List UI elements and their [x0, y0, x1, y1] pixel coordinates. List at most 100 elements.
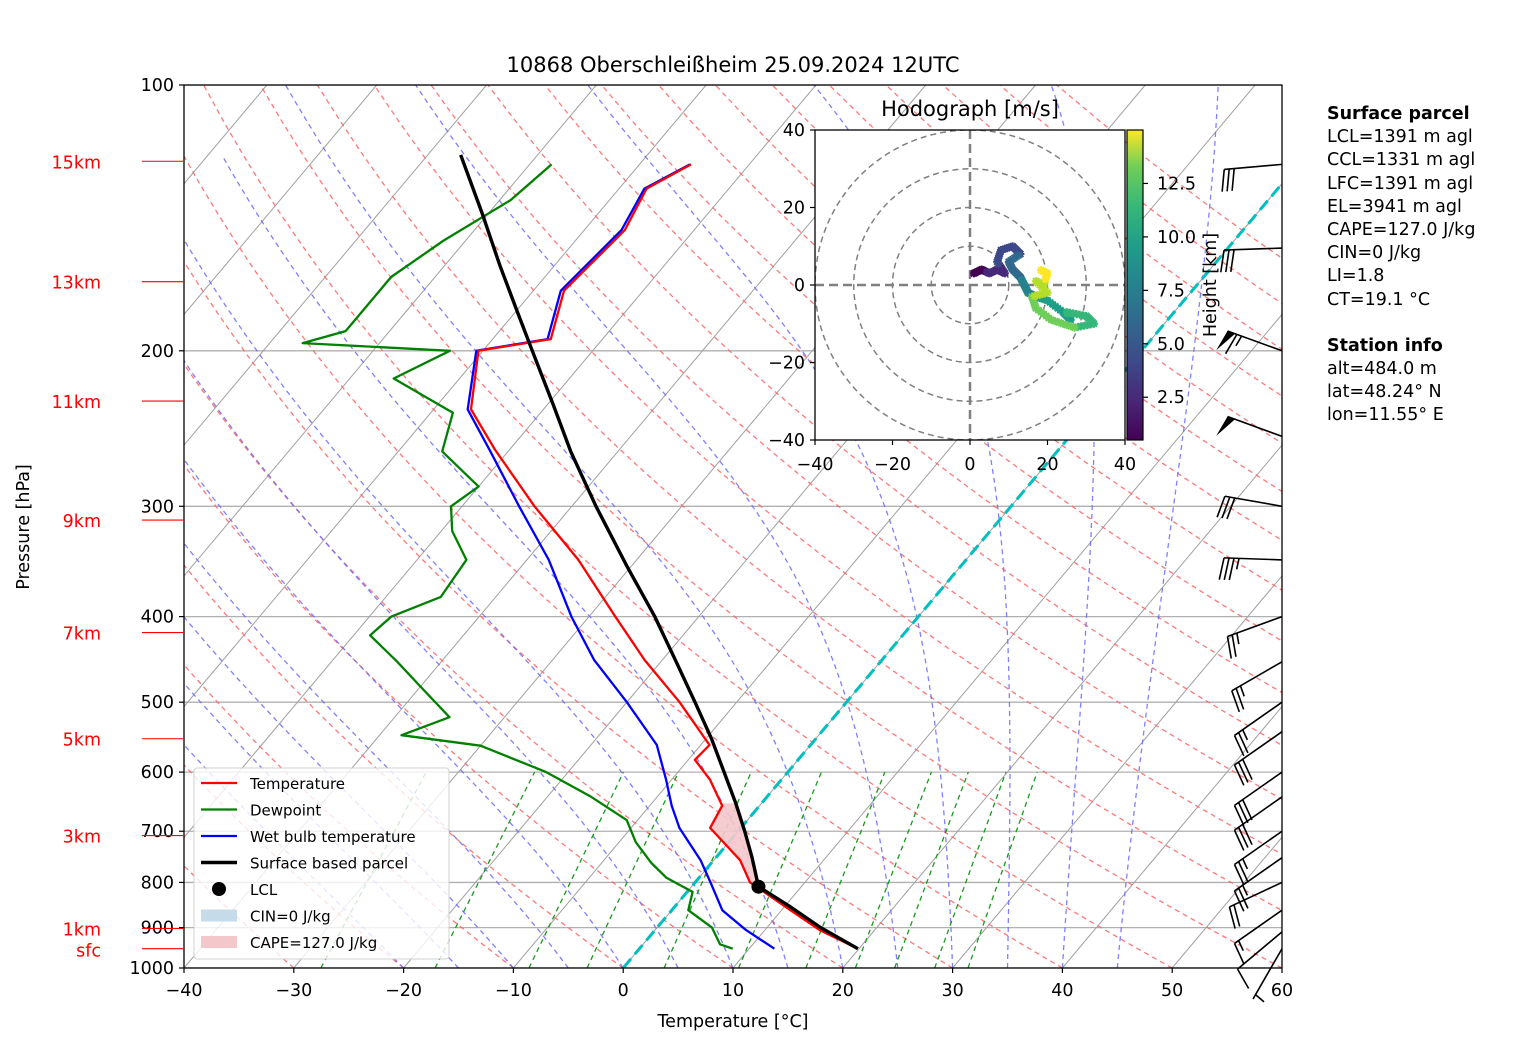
dry-adiabat [184, 464, 734, 968]
x-tick-label: 10 [722, 981, 744, 1001]
legend-label: CIN=0 J/kg [250, 908, 331, 926]
barb-half [1235, 335, 1243, 347]
x-axis-label: Temperature [°C] [656, 1012, 808, 1032]
lcl-marker [751, 879, 766, 894]
dry-adiabat [430, 85, 1282, 800]
hodograph-x-tick-label: 20 [1036, 455, 1058, 475]
cape-area [710, 803, 858, 949]
barb-half [1254, 994, 1265, 1003]
hodograph-y-tick-label: −40 [768, 431, 805, 451]
mixing-ratio-line [434, 771, 536, 968]
surface-parcel-title: Surface parcel [1327, 104, 1470, 124]
dry-adiabat [373, 85, 1282, 855]
legend-label: Temperature [249, 775, 345, 793]
barb-staff [1234, 830, 1283, 866]
barb-staff [1234, 771, 1283, 807]
isotherm [184, 85, 597, 577]
barb-half [1236, 632, 1240, 645]
y-tick-label: 800 [141, 873, 174, 893]
barb-full [1226, 497, 1236, 520]
barb-full [1221, 496, 1231, 519]
barb-staff [1227, 615, 1283, 638]
legend-label: LCL [250, 881, 278, 899]
hodograph-x-tick-label: 40 [1114, 455, 1136, 475]
wind-barb [1218, 557, 1283, 581]
moist-adiabat [587, 85, 954, 968]
barb-half [1241, 858, 1249, 870]
legend-label: Wet bulb temperature [250, 828, 416, 846]
barb-full [1226, 636, 1233, 659]
wind-barb [1236, 931, 1283, 989]
barb-staff [1234, 796, 1283, 831]
y-tick-label: 300 [141, 497, 174, 517]
height-marker-label: 13km [52, 274, 101, 294]
dry-adiabat [184, 260, 953, 968]
dry-adiabat [771, 85, 1282, 493]
station-info-alt: alt=484.0 m [1327, 359, 1437, 380]
x-tick-label: 20 [832, 981, 854, 1001]
hodograph-title: Hodograph [m/s] [881, 97, 1059, 121]
temperature-line [469, 163, 859, 950]
barb-full [1225, 249, 1230, 273]
station-info-title: Station info [1327, 335, 1443, 356]
surface-parcel-cape: CAPE=127.0 J/kg [1327, 220, 1476, 241]
isotherm [184, 85, 707, 708]
wind-barb [1233, 701, 1283, 757]
barb-full [1233, 805, 1245, 827]
height-marker-label: 9km [63, 512, 101, 532]
wind-barb [1233, 771, 1283, 827]
barb-full [1226, 168, 1230, 192]
dry-adiabat [184, 363, 844, 968]
barb-full [1228, 558, 1235, 581]
wind-barb [1228, 881, 1283, 929]
isotherm [184, 85, 378, 316]
station-info-lat: lat=48.24° N [1327, 382, 1442, 403]
legend-swatch [212, 882, 226, 896]
barb-staff [1234, 909, 1283, 945]
moist-adiabat [184, 238, 734, 968]
x-tick-label: 40 [1051, 981, 1073, 1001]
barb-half [1241, 884, 1249, 896]
height-marker-label: sfc [76, 942, 101, 962]
x-tick-label: 0 [618, 981, 629, 1001]
station-info-lon: lon=11.55° E [1327, 405, 1444, 426]
isotherm [1062, 705, 1282, 968]
colorbar [1126, 129, 1144, 441]
hodograph-y-tick-label: −20 [768, 354, 805, 374]
barb-full [1231, 168, 1235, 191]
wind-barb [1233, 909, 1283, 965]
barb-full [1218, 557, 1225, 580]
legend-label: Surface based parcel [250, 855, 408, 873]
barb-full [1233, 864, 1245, 886]
height-marker-label: 11km [52, 393, 101, 413]
wind-barb [1216, 330, 1283, 355]
barb-full [1237, 802, 1249, 824]
wind-barb [1220, 247, 1283, 273]
legend-swatch [201, 909, 237, 922]
barb-half [1237, 940, 1244, 952]
isotherm [842, 444, 1282, 968]
barb-staff [1227, 330, 1283, 352]
barb-staff [1229, 881, 1283, 908]
wind-barb [1233, 731, 1283, 786]
y-tick-label: 1000 [129, 959, 174, 979]
hodograph-y-tick-label: 0 [794, 276, 805, 296]
barb-staff [1231, 661, 1283, 692]
barb-full [1233, 735, 1245, 757]
height-marker-label: 7km [63, 625, 101, 645]
x-tick-label: 30 [941, 981, 963, 1001]
wind-barb [1233, 857, 1283, 912]
barb-full [1236, 968, 1250, 989]
barb-full [1221, 169, 1226, 192]
x-tick-label: 50 [1161, 981, 1183, 1001]
mixing-ratio-line [528, 771, 625, 968]
moist-adiabat [184, 458, 624, 968]
barb-full [1233, 943, 1245, 965]
colorbar-label: Height [km] [1201, 233, 1221, 337]
height-marker-label: 3km [63, 828, 101, 848]
barb-full [1241, 799, 1253, 821]
barb-full [1230, 249, 1235, 272]
moist-adiabat [184, 359, 679, 968]
